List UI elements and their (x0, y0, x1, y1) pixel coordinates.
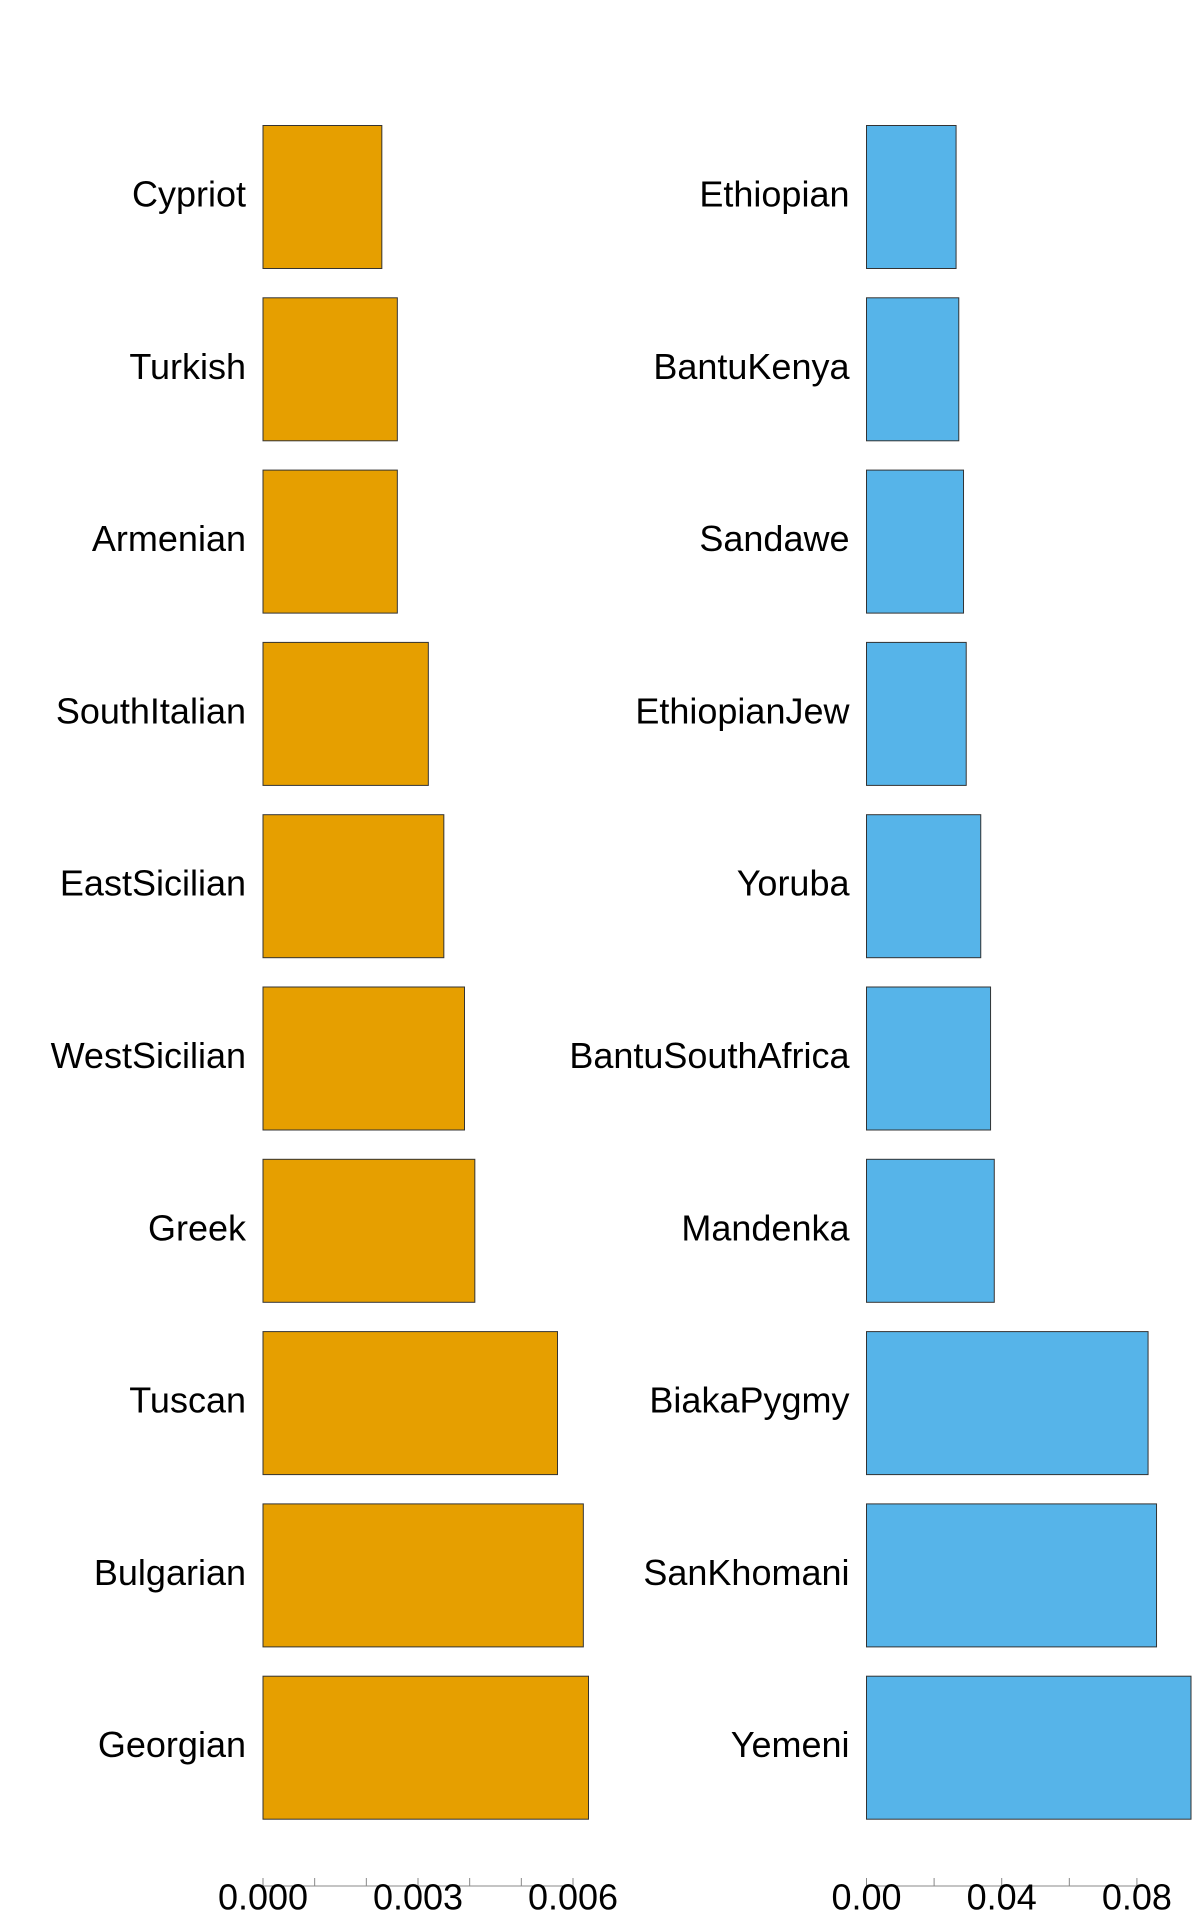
y-tick-label: Mandenka (681, 1207, 850, 1248)
x-tick-label: 0.08 (1102, 1877, 1172, 1918)
bar (866, 986, 992, 1131)
x-tick-label: 0.000 (218, 1877, 308, 1918)
y-tick-label: Greek (148, 1207, 247, 1248)
y-tick-label: Georgian (98, 1724, 246, 1765)
y-tick-label: Ethiopian (699, 174, 849, 215)
y-tick-label: EthiopianJew (635, 690, 850, 731)
bar (866, 814, 982, 959)
bar (262, 1503, 584, 1648)
bar (866, 641, 967, 786)
bar (262, 1675, 589, 1820)
bar (866, 469, 965, 614)
x-tick-label: 0.04 (967, 1877, 1037, 1918)
x-tick-label: 0.006 (528, 1877, 618, 1918)
x-tick-label: 0.00 (831, 1877, 901, 1918)
x-tick-label: 0.003 (373, 1877, 463, 1918)
y-tick-label: BiakaPygmy (649, 1380, 849, 1421)
bar (262, 641, 429, 786)
bar (262, 814, 445, 959)
y-tick-label: Tuscan (129, 1380, 246, 1421)
y-tick-label: Turkish (129, 346, 246, 387)
y-tick-label: SouthItalian (56, 690, 246, 731)
y-tick-label: BantuSouthAfrica (569, 1035, 850, 1076)
bar (866, 1331, 1149, 1476)
bar (866, 1503, 1158, 1648)
y-tick-label: Sandawe (699, 518, 849, 559)
y-tick-label: Bulgarian (94, 1552, 246, 1593)
bar (262, 986, 465, 1131)
bar (866, 1158, 995, 1303)
y-tick-label: EastSicilian (60, 863, 246, 904)
bar (866, 125, 957, 269)
bar (262, 297, 398, 442)
y-tick-label: SanKhomani (643, 1552, 849, 1593)
bar (262, 1331, 558, 1476)
y-tick-label: WestSicilian (51, 1035, 246, 1076)
y-tick-label: Cypriot (132, 174, 246, 215)
bar (866, 297, 960, 442)
y-tick-label: Yoruba (737, 863, 851, 904)
bar (262, 1158, 476, 1303)
bar (262, 469, 398, 614)
y-tick-label: BantuKenya (653, 346, 850, 387)
y-tick-label: Yemeni (731, 1724, 850, 1765)
bar (262, 125, 383, 269)
y-tick-label: Armenian (92, 518, 246, 559)
bar (866, 1675, 1192, 1820)
